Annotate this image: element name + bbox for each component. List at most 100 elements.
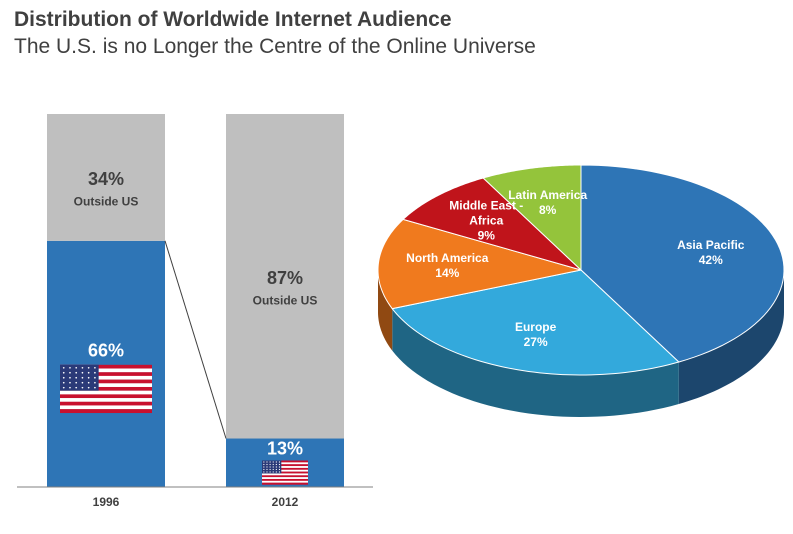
flag-stripe [262, 471, 308, 474]
x-tick-label: 2012 [272, 495, 299, 509]
slice-name: Europe [514, 320, 557, 335]
slice-label: Latin America 8% [500, 188, 596, 218]
flag-star [272, 461, 274, 463]
flag-stripe [60, 409, 152, 414]
flag-star [278, 471, 281, 473]
flag-star [69, 371, 71, 374]
flag-star [263, 461, 265, 463]
flag-star [269, 463, 271, 466]
flag-star [269, 466, 271, 468]
pie-slice [402, 177, 582, 271]
flag-star [269, 471, 271, 473]
flag-stripe [262, 460, 308, 463]
flag-star [75, 381, 78, 384]
flag-star [263, 463, 265, 466]
flag-star [263, 466, 265, 468]
flag-stripe [60, 364, 152, 369]
flag-star [75, 366, 78, 369]
flag-stripe [262, 464, 308, 467]
slice-label: North America 14% [399, 251, 495, 281]
flag-stripe [60, 368, 152, 373]
flag-star [272, 463, 274, 466]
flag-stripe [262, 467, 308, 470]
flag-canton [262, 460, 282, 474]
us-flag [60, 364, 152, 414]
slice-label: Middle East - Africa 9% [438, 198, 534, 243]
flag-star [81, 376, 84, 379]
flag-star [278, 463, 281, 466]
flag-star [275, 471, 277, 473]
flag-star [69, 386, 71, 389]
flag-stripe [60, 405, 152, 410]
flag-star [94, 376, 96, 379]
segment-name: Outside US [253, 293, 318, 307]
flag-stripe [262, 475, 308, 478]
flag-star [94, 386, 96, 389]
flag-star [87, 371, 90, 374]
flag-star [94, 381, 96, 384]
flag-stripe [262, 462, 308, 465]
segment-name: Outside US [74, 195, 139, 209]
flag-star [278, 466, 281, 468]
slice-name: Asia Pacific [677, 237, 745, 252]
flag-stripe [60, 398, 152, 402]
flag-star [266, 466, 268, 468]
slice-value: 9% [477, 228, 495, 243]
flag-stripe [262, 480, 308, 483]
title: Distribution of Worldwide Internet Audie… [14, 8, 452, 31]
flag-stripe [262, 482, 308, 485]
flag-star [75, 376, 78, 379]
flag-stripe [262, 477, 308, 480]
data-label: 87% [267, 268, 303, 288]
flag-star [269, 461, 271, 463]
flag-stripe [60, 386, 152, 391]
connector [164, 240, 227, 439]
flag-star [75, 371, 78, 374]
flag-star [275, 463, 277, 466]
flag-star [69, 376, 71, 379]
flag-star [75, 386, 78, 389]
flag-star [272, 471, 274, 473]
flag-star [266, 463, 268, 466]
pie-side [392, 308, 679, 417]
bar-segment [47, 114, 165, 241]
slice-value: 27% [523, 335, 548, 350]
flag-star [87, 366, 90, 369]
slice-name: Middle East - Africa [449, 198, 524, 228]
flag-star [269, 468, 271, 471]
flag-stripe [60, 383, 152, 388]
flag-stripe [262, 478, 308, 482]
x-tick-label: 1996 [93, 495, 120, 509]
flag-stripe [262, 473, 308, 476]
flag-star [272, 466, 274, 468]
pie-slice [580, 164, 785, 363]
flag-star [272, 468, 274, 471]
pie-slice [482, 164, 582, 272]
pie-slice [377, 218, 582, 310]
flag-star [81, 381, 84, 384]
slice-value: 42% [698, 252, 723, 267]
bar-segment [47, 240, 165, 487]
flag-canton [60, 364, 99, 391]
flag-star [266, 461, 268, 463]
flag-star [62, 381, 65, 384]
flag-star [263, 471, 265, 473]
flag-star [94, 366, 96, 369]
flag-star [266, 468, 268, 471]
flag-star [62, 371, 65, 374]
flag-star [62, 366, 65, 369]
flag-star [94, 371, 96, 374]
flag-star [87, 376, 90, 379]
slice-name: North America [406, 250, 489, 265]
data-label: 66% [88, 341, 124, 361]
flag-stripe [60, 375, 152, 380]
flag-star [81, 386, 84, 389]
data-label: 34% [88, 169, 124, 189]
pie-slice [391, 269, 680, 376]
flag-star [81, 371, 84, 374]
flag-star [87, 381, 90, 384]
flag-star [275, 461, 277, 463]
flag-stripe [60, 379, 152, 384]
flag-star [69, 381, 71, 384]
